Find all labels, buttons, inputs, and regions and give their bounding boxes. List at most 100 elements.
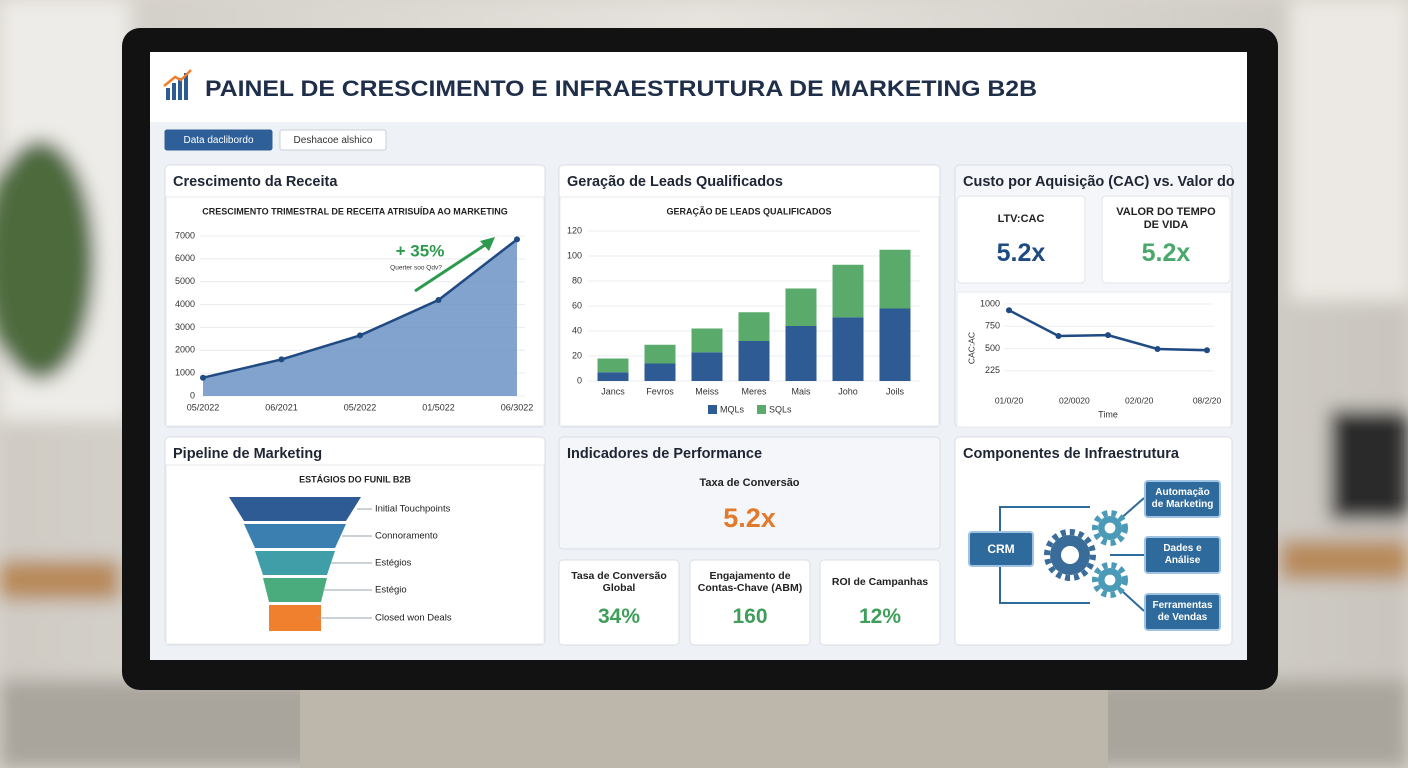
x-tick-label: Jancs	[601, 386, 625, 396]
x-tick-label: 02/0/20	[1125, 395, 1154, 405]
legend-swatch	[708, 405, 717, 414]
metric-card-value: 160	[732, 605, 768, 628]
kpi-label: VALOR DO TEMPO DE VIDA	[1116, 206, 1216, 231]
infra-node: Automação de Marketing	[1144, 480, 1221, 518]
x-tick-label: 02/0020	[1059, 395, 1090, 405]
area	[203, 239, 517, 396]
gear-hole	[1104, 522, 1116, 534]
gear-hole	[1104, 574, 1116, 586]
x-tick-label: 01/5022	[422, 402, 455, 412]
y-tick-label: 1000	[980, 298, 1000, 308]
metric-card-value: 12%	[858, 605, 902, 628]
panel-title: Pipeline de Marketing	[173, 446, 322, 462]
x-tick-label: Meres	[741, 386, 767, 396]
panel-title: Custo por Aquisição (CAC) vs. Valor do	[963, 174, 1235, 190]
chart-card	[165, 464, 545, 645]
chart-card	[956, 291, 1232, 428]
y-tick-label: 20	[572, 350, 582, 360]
y-tick-label: 60	[572, 300, 582, 310]
metric-card	[689, 559, 811, 646]
x-tick-label: 06/3022	[501, 402, 534, 412]
point	[1154, 345, 1161, 352]
point	[1105, 332, 1111, 339]
x-tick-label: 05/2022	[344, 402, 377, 412]
y-tick-label: 5000	[175, 276, 195, 286]
point	[514, 236, 520, 243]
point	[200, 374, 206, 381]
gear-teeth	[1092, 562, 1128, 598]
y-tick-label: 4000	[175, 299, 195, 309]
funnel-title: ESTÁGIOS DO FUNIL B2B	[299, 474, 411, 484]
point	[1006, 307, 1012, 314]
y-axis-label: CAC:AC	[966, 332, 976, 364]
panel-title: Componentes de Infraestrutura	[963, 446, 1180, 462]
bar-segment	[597, 358, 629, 373]
legend-swatch	[757, 405, 766, 414]
kpi-card	[1101, 195, 1231, 284]
chart-title: GERAÇÃO DE LEADS QUALIFICADOS	[666, 206, 831, 216]
y-tick-label: 80	[572, 275, 582, 285]
tab-label[interactable]: Deshacoe alshico	[294, 135, 373, 146]
metric-card	[558, 559, 680, 646]
metric-card-label: Engajamento de Contas-Chave (ABM)	[697, 570, 803, 594]
y-tick-label: 2000	[175, 345, 195, 355]
point	[357, 332, 363, 339]
panel-title: Indicadores de Performance	[567, 446, 762, 462]
annotation-arrowhead	[480, 237, 495, 251]
funnel-stage-label: Estégios	[375, 558, 412, 569]
bar-segment	[785, 326, 817, 381]
x-tick-label: Fevros	[646, 386, 674, 396]
metric-label: Taxa de Conversão	[699, 477, 800, 489]
bar-segment	[738, 341, 770, 381]
bar-segment	[597, 372, 629, 381]
legend-label: SQLs	[769, 404, 792, 414]
y-tick-label: 0	[190, 390, 195, 400]
x-tick-label: 05/2022	[187, 402, 220, 412]
bar-segment	[879, 308, 911, 381]
metric-card-value: 34%	[597, 605, 641, 628]
funnel-stage	[269, 605, 321, 631]
funnel-stage-label: Connoramento	[375, 531, 438, 542]
metric-value: 5.2x	[723, 502, 776, 533]
kpi-label: LTV:CAC	[997, 212, 1045, 225]
x-tick-label: 08/2/20	[1193, 395, 1222, 405]
kpi-value: 5.2x	[996, 238, 1046, 267]
funnel-stage	[255, 551, 335, 575]
connector	[999, 567, 1090, 604]
y-tick-label: 7000	[175, 230, 195, 240]
tab[interactable]	[164, 129, 273, 151]
panel-title: Geração de Leads Qualificados	[567, 174, 783, 190]
page-title: PAINEL DE CRESCIMENTO E INFRAESTRUTURA D…	[205, 76, 1037, 101]
bar-segment	[879, 249, 911, 309]
annotation-arrow	[414, 241, 489, 293]
bar-segment	[644, 363, 676, 381]
bar-segment	[644, 344, 676, 364]
annotation-note: Querter soo Qdv?	[390, 265, 442, 272]
x-axis-label: Time	[1098, 409, 1118, 419]
x-tick-label: 01/0/20	[995, 395, 1024, 405]
point	[435, 297, 442, 303]
tab[interactable]	[279, 129, 387, 151]
x-tick-label: Mais	[791, 386, 811, 396]
point	[1204, 347, 1210, 354]
point	[1055, 333, 1062, 340]
connector	[999, 506, 1090, 531]
y-tick-label: 6000	[175, 253, 195, 263]
funnel-stage-label: Estégio	[375, 585, 407, 596]
bar-segment	[832, 317, 864, 381]
metric-card-label: Tasa de Conversão Global	[571, 570, 667, 594]
funnel-stage-label: Closed won Deals	[375, 613, 452, 624]
x-tick-label: Joho	[838, 386, 858, 396]
tab-label[interactable]: Data daclibordo	[183, 135, 253, 146]
chart-card	[559, 196, 940, 427]
x-tick-label: Meiss	[695, 386, 719, 396]
y-tick-label: 1000	[175, 368, 195, 378]
header-icon	[163, 69, 192, 100]
y-tick-label: 500	[985, 343, 1000, 353]
bar-segment	[738, 312, 770, 341]
funnel-stage	[244, 524, 346, 548]
gear-teeth	[1044, 529, 1096, 581]
bar-segment	[691, 352, 723, 381]
header-bar	[150, 52, 1247, 122]
